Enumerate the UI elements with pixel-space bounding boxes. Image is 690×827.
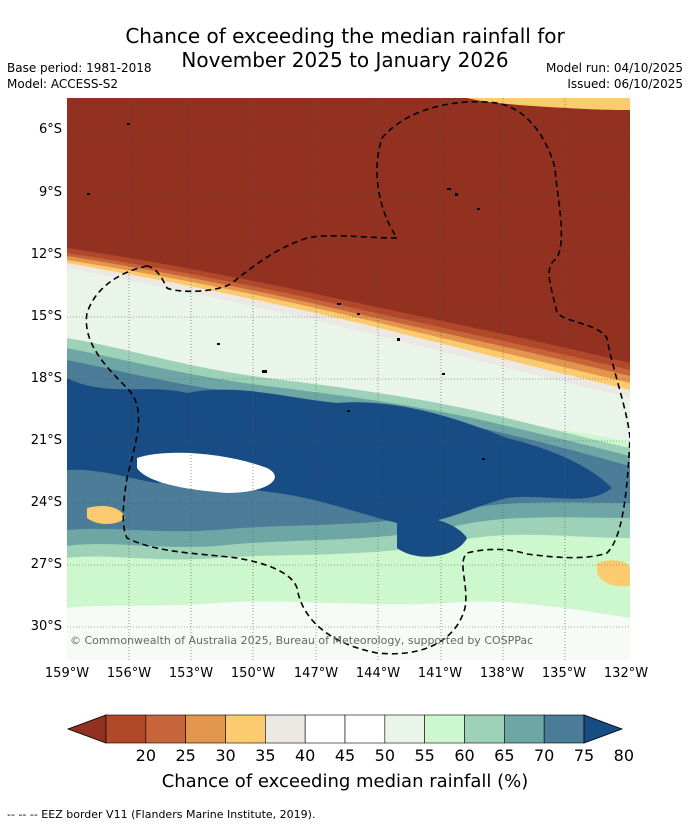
lon-label-141w: 141°W: [417, 666, 463, 681]
lat-label-18s: 18°S: [30, 371, 62, 386]
base-period: Base period: 1981-2018: [7, 61, 152, 75]
lat-label-24s: 24°S: [30, 495, 62, 510]
colorbar-max-arrow: [583, 714, 624, 744]
lon-label-138w: 138°W: [479, 666, 525, 681]
issued-date: Issued: 06/10/2025: [567, 77, 683, 91]
high-chance-patch: [397, 516, 467, 557]
rainfall-map: © Commonwealth of Australia 2025, Bureau…: [67, 98, 630, 660]
colorbar-title: Chance of exceeding median rainfall (%): [161, 771, 529, 792]
lon-label-159w: 159°W: [44, 666, 90, 681]
lat-label-9s: 9°S: [38, 185, 62, 200]
lon-label-135w: 135°W: [541, 666, 587, 681]
lat-label-15s: 15°S: [30, 309, 62, 324]
meta-left: Base period: 1981-2018 Model: ACCESS-S2: [7, 60, 152, 92]
lat-label-21s: 21°S: [30, 433, 62, 448]
colorbar-tick-label: 20: [135, 746, 156, 765]
lon-label-147w: 147°W: [293, 666, 339, 681]
colorbar-segment: [424, 714, 465, 744]
driest-band: [67, 98, 630, 363]
colorbar-segment: [185, 714, 226, 744]
colorbar-tick-label: 25: [175, 746, 196, 765]
colorbar-segment: [344, 714, 386, 744]
copyright-text: © Commonwealth of Australia 2025, Bureau…: [70, 634, 534, 647]
map-svg: [67, 98, 630, 660]
dry-patch-west: [87, 506, 125, 524]
colorbar-tick-label: 80: [613, 746, 634, 765]
colorbar-tick-label: 50: [374, 746, 395, 765]
gridlines: [67, 98, 630, 660]
lon-label-156w: 156°W: [106, 666, 152, 681]
colorbar-segment: [464, 714, 505, 744]
colorbar-segment: [225, 714, 266, 744]
colorbar-segment: [145, 714, 186, 744]
model-name: Model: ACCESS-S2: [7, 77, 119, 91]
colorbar-tick-label: 40: [294, 746, 316, 765]
colorbar-segment: [384, 714, 425, 744]
colorbar-tick-label: 35: [255, 746, 276, 765]
eez-border: [85, 100, 630, 655]
lat-label-27s: 27°S: [30, 557, 62, 572]
colorbar-segment: [265, 714, 306, 744]
colorbar-tick-label: 60: [454, 746, 475, 765]
lon-label-144w: 144°W: [355, 666, 401, 681]
islands: [87, 123, 485, 460]
model-run: Model run: 04/10/2025: [545, 61, 683, 75]
colorbar-tick-label: 75: [573, 746, 595, 765]
colorbar-segment: [304, 714, 346, 744]
colorbar: [66, 714, 624, 744]
colorbar-tick-label: 30: [215, 746, 236, 765]
high-chance-core: [67, 378, 612, 524]
colorbar-segment: [105, 714, 147, 744]
colorbar-tick-label: 70: [533, 746, 555, 765]
title-line-2: November 2025 to January 2026: [181, 48, 509, 72]
meta-right: Model run: 04/10/2025 Issued: 06/10/2025: [546, 60, 683, 92]
colorbar-tick-label: 55: [414, 746, 435, 765]
north-light-band: [467, 98, 630, 110]
lon-label-132w: 132°W: [603, 666, 649, 681]
lat-label-6s: 6°S: [38, 122, 62, 137]
dry-patch-east: [597, 560, 630, 587]
chart-title: Chance of exceeding the median rainfall …: [0, 24, 690, 72]
lat-label-12s: 12°S: [30, 247, 62, 262]
low-signal-patch: [137, 452, 275, 493]
colorbar-tick-label: 65: [494, 746, 515, 765]
colorbar-tick-label: 45: [334, 746, 356, 765]
lon-label-150w: 150°W: [230, 666, 276, 681]
colorbar-min-arrow: [66, 714, 107, 744]
lat-label-30s: 30°S: [30, 619, 62, 634]
colorbar-segment: [504, 714, 545, 744]
eez-footnote: -- -- -- EEZ border V11 (Flanders Marine…: [7, 808, 316, 821]
title-line-1: Chance of exceeding the median rainfall …: [125, 24, 565, 48]
colorbar-segment: [543, 714, 585, 744]
lon-label-153w: 153°W: [168, 666, 214, 681]
